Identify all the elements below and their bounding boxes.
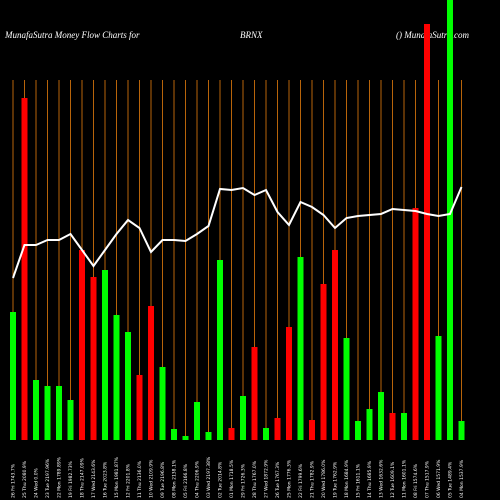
bar bbox=[435, 336, 442, 440]
x-tick-label: 05 Fri 2166.8% bbox=[183, 463, 189, 498]
chart-title: MunafaSutra Money Flow Charts for bbox=[4, 30, 140, 40]
bar bbox=[125, 332, 131, 440]
x-tick-label: 22 Fri 1799.6% bbox=[298, 463, 304, 498]
x-tick-label: 14 Thu 1685.9% bbox=[367, 460, 373, 498]
bar bbox=[228, 428, 235, 440]
bar bbox=[240, 396, 246, 440]
x-tick-label: 11 Thu 2136.0% bbox=[137, 460, 143, 498]
bar bbox=[366, 409, 373, 440]
bar bbox=[159, 367, 166, 440]
bar bbox=[343, 338, 350, 440]
x-tick-label: 18 Thu 2147.09% bbox=[80, 457, 86, 498]
x-tick-label: 18 Mon 1684.9% bbox=[344, 459, 350, 498]
money-flow-line bbox=[12, 186, 463, 279]
bar bbox=[182, 436, 189, 440]
bar bbox=[33, 380, 39, 440]
x-tick-label: 01 Mon 1718.5% bbox=[229, 459, 235, 498]
x-tick-label: 12 Fri 2201.8% bbox=[126, 463, 132, 498]
bar bbox=[355, 421, 361, 440]
plot bbox=[10, 0, 465, 440]
bar bbox=[217, 260, 223, 440]
x-tick-label: 16 Tue 2023.8% bbox=[103, 461, 109, 498]
x-tick-label: 08 Fri 1574.6% bbox=[413, 463, 419, 498]
x-tick-label: 12 Tue 1609.1% bbox=[390, 461, 396, 498]
x-tick-label: 29 Fri 1726.3% bbox=[241, 463, 247, 498]
bar bbox=[274, 418, 281, 440]
bar bbox=[79, 250, 85, 440]
bar bbox=[424, 24, 430, 440]
bar bbox=[10, 312, 16, 440]
x-tick-label: 22 Mon 1789.89% bbox=[57, 456, 63, 498]
chart-subtitle: BRNX bbox=[240, 30, 263, 40]
x-tick-label: 19 Fri 1982.73% bbox=[68, 460, 74, 498]
x-tick-label: 20 Wed 1786.0% bbox=[321, 459, 327, 498]
x-tick-label: 28 Thu 1767.0% bbox=[252, 460, 258, 498]
x-tick-label: 25 Mon 1776.3% bbox=[287, 459, 293, 498]
x-tick-label: 09 Tue 2196.8% bbox=[160, 461, 166, 498]
x-tick-label: 02 Tue 2014.8% bbox=[218, 461, 224, 498]
x-tick-label: 21 Thu 1782.9% bbox=[310, 460, 316, 498]
x-tick-label: 19 Tue 1762.9% bbox=[333, 461, 339, 498]
bar bbox=[389, 413, 396, 440]
x-tick-label: 26 Tue 1767.3% bbox=[275, 461, 281, 498]
bar bbox=[194, 402, 200, 440]
x-tick-label: 26 Fri 1743.7% bbox=[11, 463, 17, 498]
x-tick-label: 05 Tue 1489.4% bbox=[448, 461, 454, 498]
x-tick-label: 06 Wed 1571.9% bbox=[436, 459, 442, 498]
bar bbox=[67, 400, 74, 440]
source: () MunafaSutra.com bbox=[396, 30, 469, 40]
bar bbox=[412, 208, 419, 440]
x-tick-label: 15 Mon 1981.87% bbox=[114, 456, 120, 498]
bar bbox=[378, 392, 384, 440]
bar bbox=[263, 428, 269, 440]
bar bbox=[251, 347, 258, 440]
x-tick-label: 15 Fri 1611.1% bbox=[356, 463, 362, 498]
bar bbox=[171, 429, 177, 440]
bar bbox=[113, 315, 120, 440]
x-tick-label: 04 Mon 1537.9% bbox=[459, 459, 465, 498]
bar bbox=[297, 257, 304, 440]
x-tick-label: 07 Thu 1517.9% bbox=[425, 460, 431, 498]
bar bbox=[44, 386, 51, 440]
bar bbox=[21, 98, 28, 440]
bar bbox=[309, 420, 315, 440]
bar bbox=[332, 250, 338, 440]
bar bbox=[401, 413, 407, 440]
x-tick-label: 24 Wed 0.0% bbox=[34, 467, 40, 498]
bar bbox=[458, 421, 465, 440]
bar bbox=[447, 0, 453, 440]
x-tick-label: 11 Mon 1601.1% bbox=[402, 459, 408, 498]
bar bbox=[148, 306, 154, 440]
x-tick-label: 23 Tue 2197.96% bbox=[45, 458, 51, 498]
bar bbox=[102, 270, 108, 440]
x-tick-label: 13 Wed 1632.6% bbox=[379, 459, 385, 498]
bar bbox=[286, 327, 292, 440]
x-tick-label: 03 Wed 2197.38% bbox=[206, 456, 212, 498]
x-tick-label: 10 Wed 2109.9% bbox=[149, 459, 155, 498]
x-tick-label: 27 Wed 1872.9% bbox=[264, 459, 270, 498]
x-tick-label: 25 Thu 2080.9% bbox=[22, 460, 28, 498]
bar bbox=[136, 375, 143, 440]
bar bbox=[56, 386, 62, 440]
x-tick-label: 08 Mon 2138.1% bbox=[172, 459, 178, 498]
x-tick-label: 17 Wed 2143.6% bbox=[91, 459, 97, 498]
x-labels: 26 Fri 1743.7% 25 Thu 2080.9% 24 Wed 0.0% 2… bbox=[11, 456, 466, 498]
bar bbox=[320, 284, 327, 440]
x-tick-label: 04 Thu 2206.9% bbox=[195, 460, 201, 498]
bar bbox=[90, 277, 97, 440]
bar bbox=[205, 432, 212, 440]
